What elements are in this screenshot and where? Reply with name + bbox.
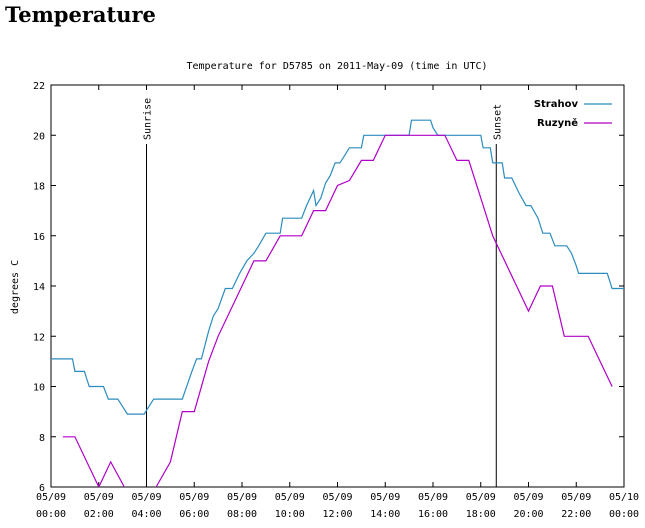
annotation-label-sunset: Sunset [492,104,503,140]
y-tick-label: 14 [33,282,45,293]
axes: 6 8 10 12 14 16 18 20 22 05/09 00:00 05/09 02:00 05/0… [33,81,639,520]
x-tick-label-date: 05/09 [466,492,496,503]
legend-label: Strahov [534,99,579,110]
page-heading: Temperature [5,2,156,27]
x-tick-label-date: 05/09 [227,492,257,503]
chart-title: Temperature for D5785 on 2011-May-09 (ti… [186,61,487,72]
y-axis-label: degrees C [10,260,21,314]
annotation-label-sunrise: Sunrise [143,98,154,140]
series-group [51,119,624,487]
x-tick-label-date: 05/09 [418,492,448,503]
x-tick-label-date: 05/09 [179,492,209,503]
x-tick-label-date: 05/09 [322,492,352,503]
x-tick-label-date: 05/09 [275,492,305,503]
legend: Strahov Ruzyně [534,99,612,129]
plot-frame [50,84,625,488]
x-tick-label-date: 05/10 [609,492,639,503]
x-tick-label-date: 05/09 [84,492,114,503]
x-tick-label-time: 00:00 [36,509,66,520]
x-tick-label-date: 05/09 [513,492,543,503]
series-line-1 [62,134,613,487]
x-tick-label-time: 00:00 [609,509,639,520]
x-tick-label-time: 06:00 [179,509,209,520]
x-tick-label-time: 22:00 [561,509,591,520]
y-tick-label: 10 [33,383,45,394]
annotations: Sunrise Sunset [143,98,503,487]
x-tick-label-time: 20:00 [513,509,543,520]
x-tick-label-time: 14:00 [370,509,400,520]
y-tick-label: 8 [39,433,45,444]
x-tick-label-time: 12:00 [322,509,352,520]
y-tick-label: 16 [33,232,45,243]
legend-label: Ruzyně [537,117,578,129]
x-tick-label-time: 10:00 [275,509,305,520]
y-tick-label: 22 [33,81,45,92]
x-tick-label-time: 02:00 [84,509,114,520]
x-tick-label-time: 16:00 [418,509,448,520]
x-tick-label-time: 18:00 [466,509,496,520]
y-tick-label: 20 [33,131,45,142]
y-tick-label: 12 [33,332,45,343]
x-tick-label-date: 05/09 [561,492,591,503]
y-tick-label: 6 [39,483,45,494]
y-tick-label: 18 [33,182,45,193]
x-tick-label-time: 04:00 [131,509,161,520]
x-tick-label-time: 08:00 [227,509,257,520]
series-line-0 [51,119,624,415]
x-tick-label-date: 05/09 [370,492,400,503]
x-tick-label-date: 05/09 [36,492,66,503]
x-tick-label-date: 05/09 [131,492,161,503]
